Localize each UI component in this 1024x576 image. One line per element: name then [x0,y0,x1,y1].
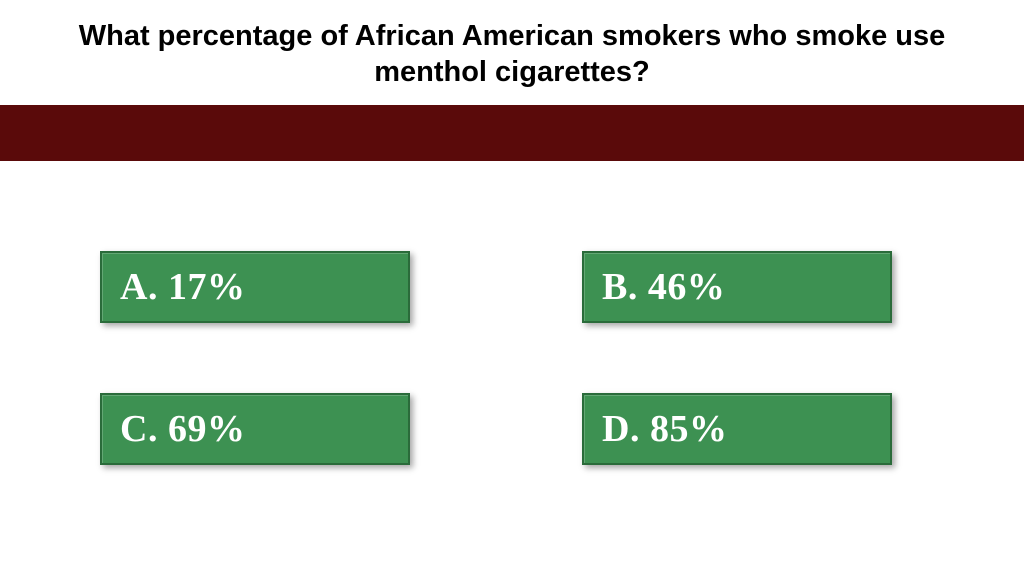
answer-option-d[interactable]: D. 85% [582,393,892,465]
answers-grid: A. 17% B. 46% C. 69% D. 85% [0,161,1024,465]
answer-option-a[interactable]: A. 17% [100,251,410,323]
answer-label: B. 46% [602,265,725,309]
answer-label: A. 17% [120,265,245,309]
answer-label: C. 69% [120,407,245,451]
answer-option-c[interactable]: C. 69% [100,393,410,465]
divider-bar [0,105,1024,161]
answer-label: D. 85% [602,407,727,451]
answer-option-b[interactable]: B. 46% [582,251,892,323]
question-title: What percentage of African American smok… [0,0,1024,105]
